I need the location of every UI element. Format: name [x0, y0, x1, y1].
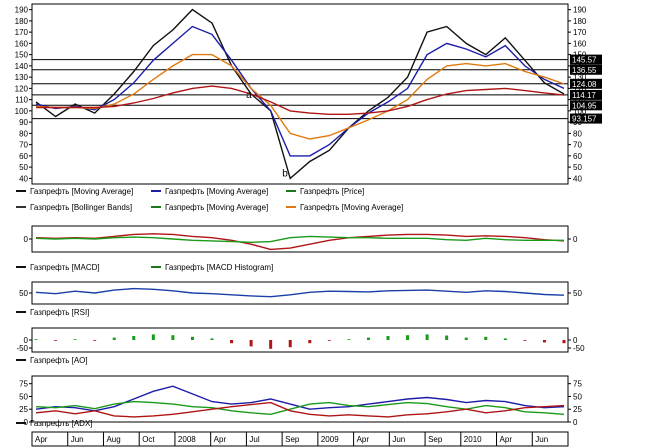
- y-tick-label-left: 140: [15, 62, 29, 71]
- legend-entry: Газпрефть [MACD]: [30, 263, 100, 272]
- y-tick-label-right: 0: [573, 235, 578, 244]
- series-line: [35, 233, 565, 251]
- level-label-box: [570, 54, 602, 65]
- time-axis-label: Jul: [249, 435, 259, 444]
- time-axis-label: Sep: [285, 435, 300, 444]
- y-tick-label-right: 50: [573, 289, 582, 298]
- y-tick-label-left: 170: [15, 28, 29, 37]
- time-axis-label: Jun: [71, 435, 84, 444]
- series-line: [35, 235, 564, 244]
- y-tick-label-right: 110: [573, 96, 586, 105]
- y-tick-label-left: 180: [15, 17, 29, 26]
- level-label-box: [570, 64, 602, 75]
- y-tick-label-left: 120: [15, 84, 29, 93]
- y-tick-label-left: 160: [15, 39, 29, 48]
- series-line: [35, 53, 565, 140]
- legend-entry: Газпрефть [Moving Average]: [300, 203, 403, 212]
- y-tick-label-right: 80: [573, 129, 582, 138]
- y-tick-label-left: 100: [15, 107, 29, 116]
- y-tick-label-left: 0: [24, 235, 29, 244]
- series-line: [36, 85, 565, 116]
- y-tick-label-right: 120: [573, 84, 587, 93]
- y-tick-label-left: 110: [15, 96, 28, 105]
- time-axis-label: Apr: [500, 435, 513, 444]
- point-label-b: b: [282, 168, 288, 179]
- legend-entry: Газпрефть [Price]: [300, 187, 364, 196]
- level-label: 124.08: [572, 80, 597, 89]
- y-tick-label-left: 75: [19, 380, 28, 389]
- y-tick-label-left: 60: [19, 152, 28, 161]
- y-tick-label-right: 25: [573, 405, 582, 414]
- y-tick-label-right: 50: [573, 163, 582, 172]
- y-tick-label-right: 0: [573, 418, 578, 427]
- y-tick-label-right: 180: [573, 17, 587, 26]
- level-label: 136.55: [572, 66, 597, 75]
- time-axis-label: Apr: [214, 435, 227, 444]
- y-tick-label-right: 0: [573, 336, 578, 345]
- y-tick-label-right: 190: [573, 6, 587, 15]
- legend-entry: Газпрефть [Bollinger Bands]: [30, 203, 132, 212]
- y-tick-label-right: 70: [573, 141, 582, 150]
- y-tick-label-left: 50: [19, 392, 28, 401]
- y-tick-label-left: 25: [19, 405, 28, 414]
- series-line: [35, 25, 565, 157]
- panel-frame: [31, 3, 569, 185]
- panel-frame: [31, 327, 569, 353]
- y-tick-label-left: 190: [15, 6, 29, 15]
- y-tick-label-right: 170: [573, 28, 587, 37]
- y-tick-label-left: -50: [16, 344, 28, 353]
- y-tick-label-right: -50: [573, 344, 585, 353]
- y-tick-label-right: 100: [573, 107, 587, 116]
- level-label-box: [570, 89, 602, 100]
- series-line: [35, 401, 565, 418]
- level-label-box: [570, 113, 602, 124]
- legend-entry: Газпрефть [AO]: [30, 356, 88, 365]
- legend-entry: Газпрефть [ADX]: [30, 419, 93, 428]
- y-tick-label-left: 0: [24, 418, 29, 427]
- time-axis-label: Jun: [392, 435, 405, 444]
- y-tick-label-right: 130: [573, 73, 587, 82]
- y-tick-label-left: 80: [19, 129, 28, 138]
- y-tick-label-left: 40: [19, 174, 28, 183]
- series-line: [35, 287, 565, 298]
- level-label: 104.95: [572, 101, 597, 110]
- point-label-a: a: [246, 90, 252, 101]
- time-axis-label: Apr: [35, 435, 48, 444]
- time-axis-label: Jun: [535, 435, 548, 444]
- series-line: [35, 400, 565, 416]
- legend-entry: Газпрефть [Moving Average]: [165, 203, 268, 212]
- y-tick-label-left: 150: [15, 51, 29, 60]
- series-line: [35, 8, 565, 180]
- y-tick-label-left: 70: [19, 141, 28, 150]
- panel-frame: [31, 375, 569, 423]
- level-label: 114.17: [572, 91, 596, 100]
- legend-entry: Газпрефть [Moving Average]: [30, 187, 133, 196]
- time-axis-label: Sep: [428, 435, 443, 444]
- y-tick-label-right: 40: [573, 174, 582, 183]
- level-label-box: [570, 100, 602, 111]
- time-axis-label: 2009: [321, 435, 339, 444]
- time-axis-label: 2010: [464, 435, 482, 444]
- y-tick-label-left: 50: [19, 163, 28, 172]
- legend-entry: Газпрефть [Moving Average]: [165, 187, 268, 196]
- y-tick-label-right: 60: [573, 152, 582, 161]
- y-tick-label-right: 50: [573, 392, 582, 401]
- y-tick-label-right: 160: [573, 39, 587, 48]
- time-axis-label: Aug: [106, 435, 120, 444]
- y-tick-label-left: 0: [24, 336, 29, 345]
- level-label: 145.57: [572, 56, 597, 65]
- y-tick-label-left: 90: [19, 118, 28, 127]
- legend-entry: Газпрефть [RSI]: [30, 308, 89, 317]
- time-axis-label: 2008: [178, 435, 196, 444]
- y-tick-label-right: 75: [573, 380, 582, 389]
- time-axis-label: Apr: [357, 435, 370, 444]
- level-label: 93.157: [572, 115, 597, 124]
- y-tick-label-left: 50: [19, 289, 28, 298]
- legend-entry: Газпрефть [MACD Histogram]: [165, 263, 273, 272]
- level-label-box: [570, 78, 602, 89]
- y-tick-label-left: 130: [15, 73, 29, 82]
- time-axis-label: Oct: [142, 435, 155, 444]
